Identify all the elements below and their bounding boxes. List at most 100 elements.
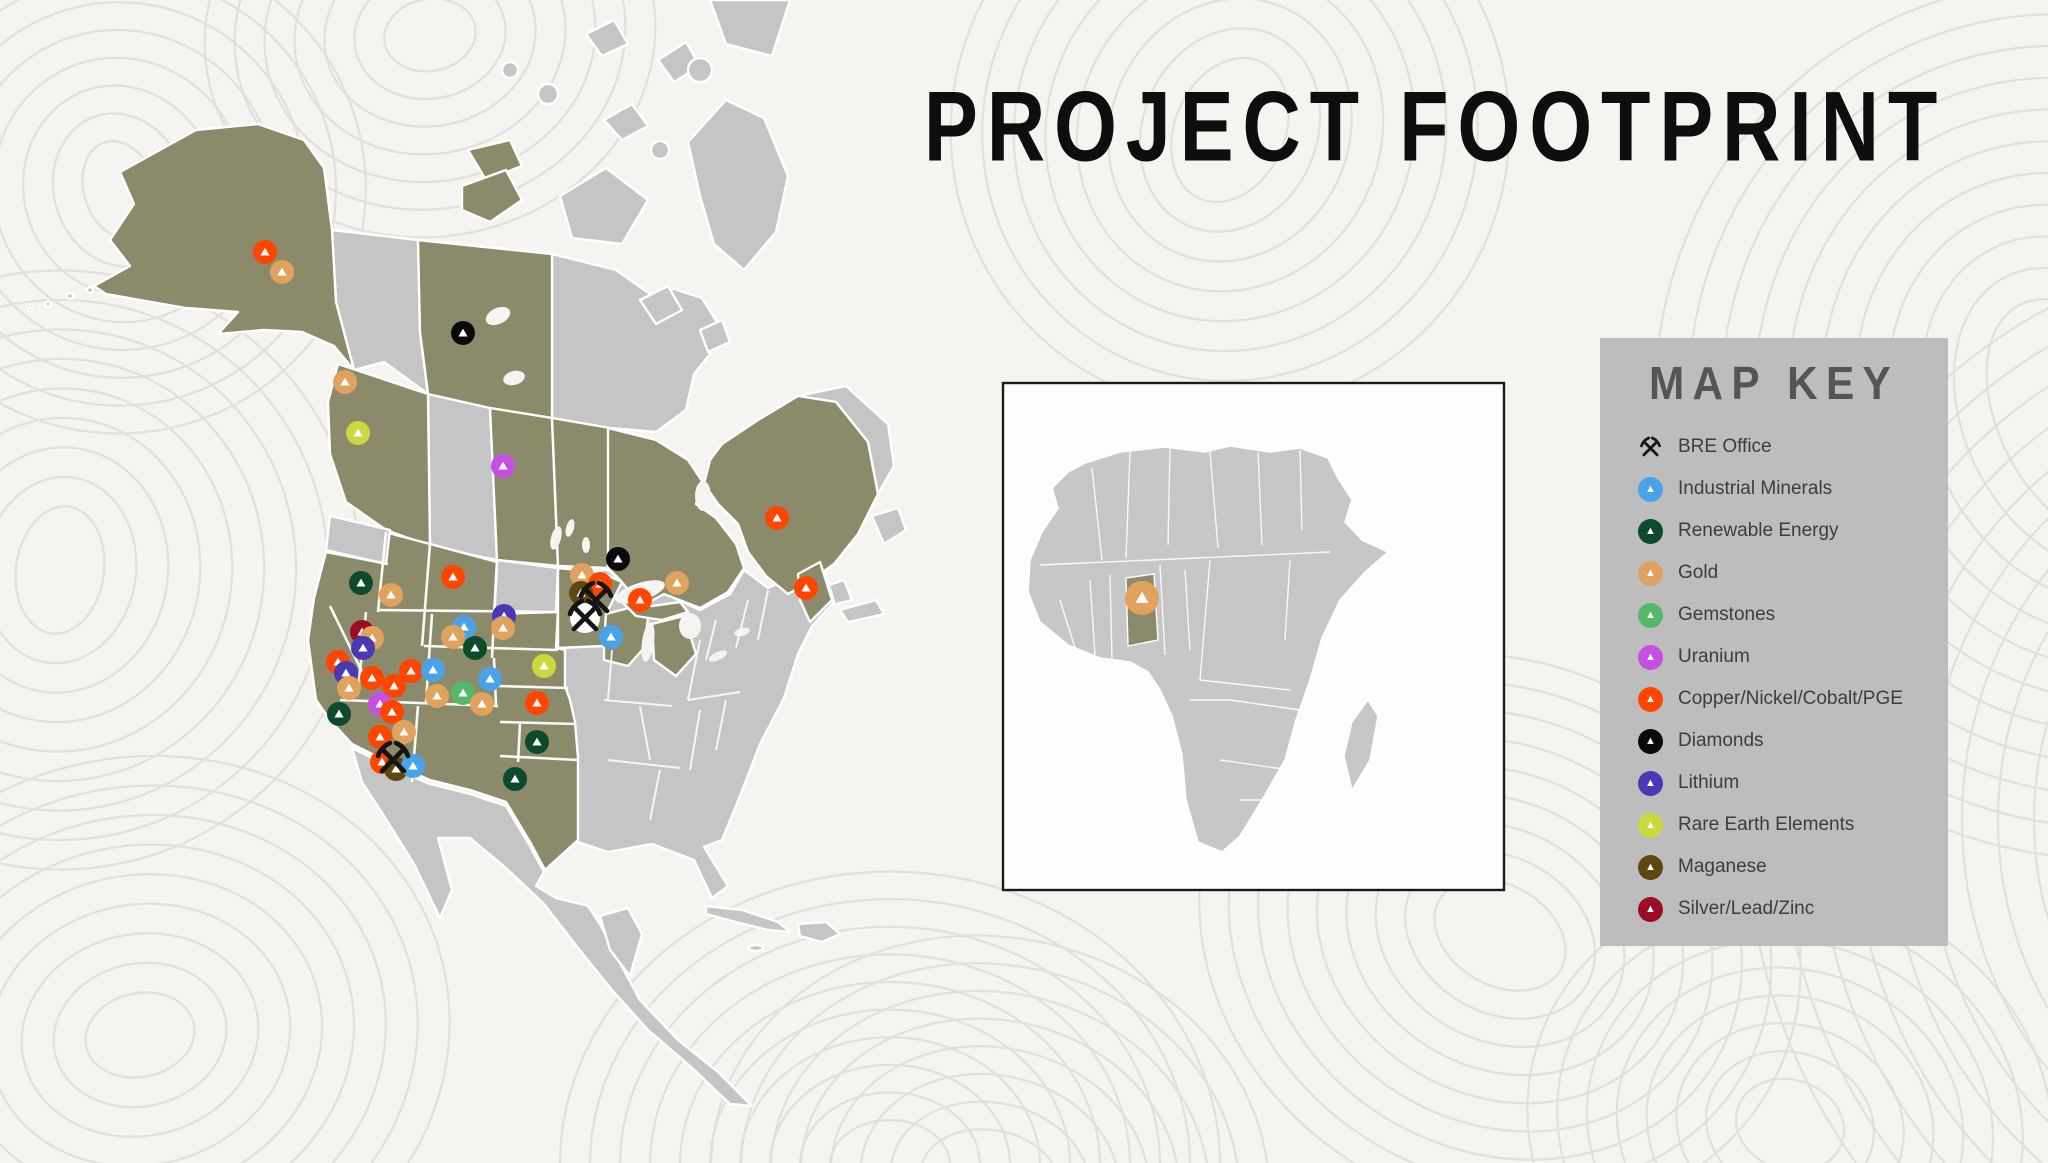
legend-item-silver-lead-zinc: ▲ Silver/Lead/Zinc [1600,888,1948,930]
marker-gemstones [451,681,475,705]
marker-copper-nickel-cobalt-pge [441,565,465,589]
legend-item-label: Maganese [1678,856,1767,877]
legend-item-bre-office: BRE Office [1600,426,1948,468]
legend-item-industrial-minerals: ▲ Industrial Minerals [1600,468,1948,510]
marker-gold [470,692,494,716]
gemstones-icon: ▲ [1638,602,1663,628]
legend-item-label: Renewable Energy [1678,520,1839,541]
legend-item-lithium: ▲ Lithium [1600,762,1948,804]
region-quebec [702,394,880,596]
legend-item-maganese: ▲ Maganese [1600,846,1948,888]
marker-industrial-minerals [478,667,502,691]
legend-item-label: Rare Earth Elements [1678,814,1855,835]
marker-bre-office [375,740,411,774]
legend-item-label: Gold [1678,562,1719,583]
africa-country-borders [1039,447,1331,801]
marker-gold [270,260,294,284]
rare-earth-elements-icon: ▲ [1638,812,1663,838]
marker-copper-nickel-cobalt-pge [380,700,404,724]
legend-item-uranium: ▲ Uranium [1600,636,1948,678]
marker-uranium [491,454,515,478]
marker-copper-nickel-cobalt-pge [794,576,818,600]
silver-lead-zinc-icon: ▲ [1638,896,1663,922]
legend-item-rare-earth-elements: ▲ Rare Earth Elements [1600,804,1948,846]
legend-item-label: Diamonds [1678,730,1764,751]
region-manitoba [550,416,612,570]
maganese-icon: ▲ [1638,854,1663,880]
lake-huron [679,613,701,639]
marker-renewable-energy [463,636,487,660]
james-bay [695,481,711,511]
madagascar [1343,698,1379,792]
marker-diamonds [451,321,475,345]
legend-item-label: Industrial Minerals [1678,478,1833,499]
region-saskatchewan [488,406,560,568]
crossed-hammers-icon [1640,436,1661,456]
africa-inset-map [1001,381,1506,892]
map-key-legend: MAP KEY BRE Office ▲ Industrial Minerals ▲ R… [1600,338,1948,946]
marker-industrial-minerals [401,754,425,778]
marker-gold [665,571,689,595]
marker-copper-nickel-cobalt-pge [360,666,384,690]
marker-copper-nickel-cobalt-pge [525,691,549,715]
marker-copper-nickel-cobalt-pge [399,659,423,683]
marker-renewable-energy [327,702,351,726]
legend-item-label: Lithium [1678,772,1740,793]
project-markers [253,240,818,791]
legend-item-label: Silver/Lead/Zinc [1678,898,1815,919]
industrial-minerals-icon: ▲ [1638,476,1663,502]
marker-gold [1125,581,1159,615]
marker-industrial-minerals [599,625,623,649]
legend-item-label: Gemstones [1678,604,1776,625]
marker-gold [379,583,403,607]
marker-rare-earth-elements [532,654,556,678]
marker-renewable-energy [503,767,527,791]
marker-copper-nickel-cobalt-pge [628,588,652,612]
lake-michigan [641,622,655,662]
lake-erie [708,650,728,662]
marker-copper-nickel-cobalt-pge [382,674,406,698]
marker-gold [441,625,465,649]
copper-nickel-cobalt-pge-icon: ▲ [1638,686,1663,712]
marker-gold [425,684,449,708]
lake-ontario [734,627,750,637]
marker-renewable-energy [349,571,373,595]
marker-gold [570,563,594,587]
legend-item-gold: ▲ Gold [1600,552,1948,594]
legend-title: MAP KEY [1648,357,1900,409]
north-america-map [26,0,908,1108]
inset-project-markers [1125,581,1159,615]
region-alaska [92,122,356,372]
marker-industrial-minerals [421,658,445,682]
legend-item-label: Uranium [1678,646,1750,667]
eastern-state-borders [603,589,769,821]
marker-gold [392,720,416,744]
legend-item-label: BRE Office [1678,436,1772,457]
legend-item-copper-nickel-cobalt-pge: ▲ Copper/Nickel/Cobalt/PGE [1600,678,1948,720]
legend-items: BRE Office ▲ Industrial Minerals ▲ Renewable… [1600,426,1948,930]
renewable-energy-icon: ▲ [1638,518,1663,544]
region-nwt [416,238,554,420]
legend-item-label: Copper/Nickel/Cobalt/PGE [1678,688,1903,709]
lithium-icon: ▲ [1638,770,1663,796]
legend-item-renewable-energy: ▲ Renewable Energy [1600,510,1948,552]
marker-renewable-energy [525,730,549,754]
uranium-icon: ▲ [1638,644,1663,670]
region-bc [326,362,432,548]
diamonds-icon: ▲ [1638,728,1663,754]
marker-copper-nickel-cobalt-pge [253,240,277,264]
marker-lithium [351,636,375,660]
marker-gold [333,370,357,394]
marker-gold [337,676,361,700]
legend-item-diamonds: ▲ Diamonds [1600,720,1948,762]
marker-diamonds [606,547,630,571]
marker-gold [491,616,515,640]
legend-item-gemstones: ▲ Gemstones [1600,594,1948,636]
page-title: PROJECT FOOTPRINT [923,71,1947,182]
gold-icon: ▲ [1638,560,1663,586]
marker-bre-office [567,598,603,633]
marker-copper-nickel-cobalt-pge [765,506,789,530]
marker-rare-earth-elements [346,421,370,445]
